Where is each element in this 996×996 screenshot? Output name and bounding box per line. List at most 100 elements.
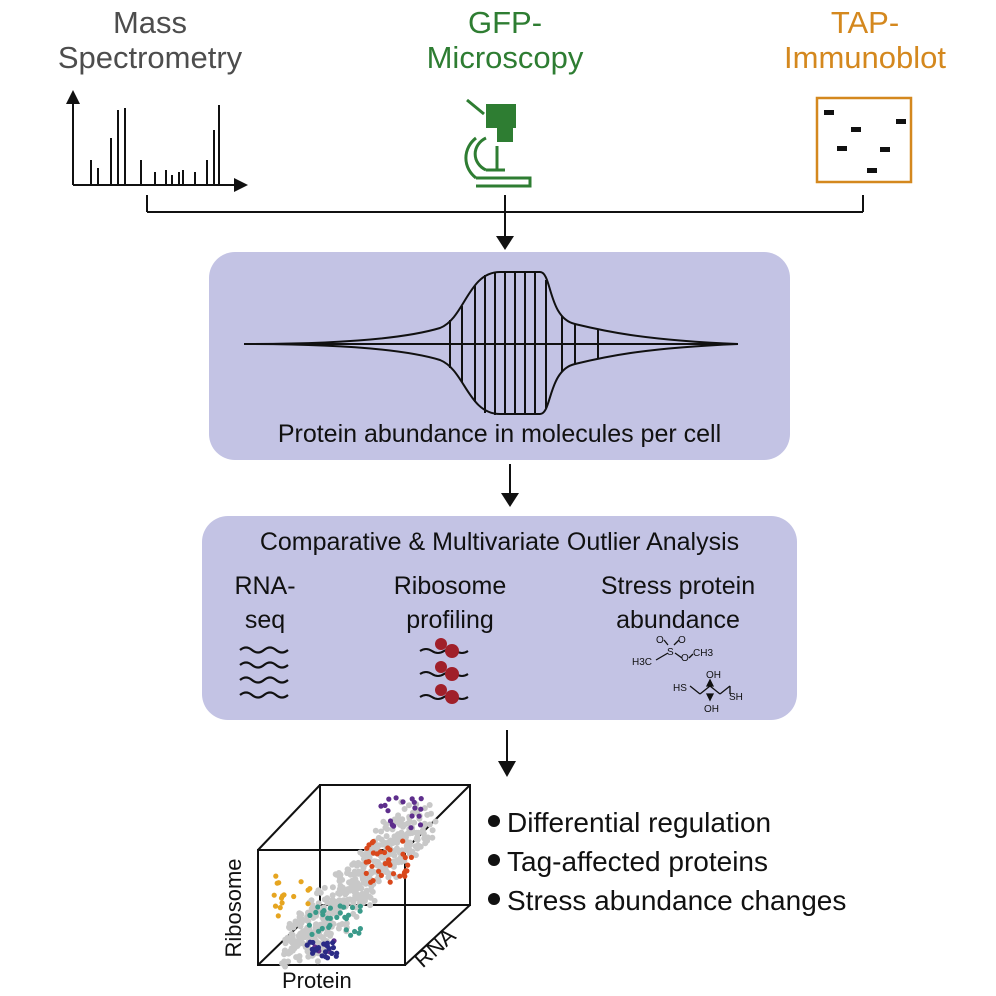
scatter-point (378, 836, 385, 843)
abundance-label: Protein abundance in molecules per cell (277, 420, 722, 448)
scatter-point (409, 813, 415, 819)
scatter-point (290, 943, 297, 950)
scatter-point (347, 896, 353, 903)
scatter-point (422, 840, 429, 847)
scatter-point (282, 940, 289, 947)
cube-x-label: Protein (282, 968, 352, 993)
scatter-point (376, 868, 382, 874)
scatter-point (323, 931, 330, 937)
tap-line1: TAP- (830, 5, 900, 40)
gfp-line2: Microscopy (426, 39, 584, 75)
scatter-point (324, 911, 331, 918)
scatter-point (348, 932, 354, 938)
chem-s: S (667, 647, 674, 658)
outcome-item: Tag-affected proteins (488, 842, 846, 881)
scatter-point (344, 869, 351, 876)
scatter-point (357, 903, 363, 909)
scatter-point (339, 888, 346, 895)
scatter-point (426, 821, 433, 828)
scatter-point (354, 895, 361, 902)
chem-oh-bottom: OH (704, 704, 719, 715)
scatter-point (363, 859, 369, 865)
scatter-point (284, 934, 291, 941)
scatter-point (298, 938, 305, 945)
scatter-point (313, 909, 319, 916)
scatter-point (407, 839, 413, 846)
chem-oh-top: OH (706, 670, 721, 681)
scatter-point (360, 865, 367, 871)
scatter-point (412, 852, 419, 859)
scatter-point (369, 863, 375, 869)
scatter-point (394, 845, 400, 852)
chem-o-left: O (656, 635, 664, 646)
scatter-point (352, 928, 358, 935)
scatter-point (319, 925, 325, 932)
scatter-point (322, 949, 329, 955)
scatter-point (394, 819, 401, 826)
analysis-title: Comparative & Multivariate Outlier Analy… (259, 528, 740, 556)
scatter-point (412, 805, 418, 811)
mass-spec-label: Mass Spectrometry (40, 5, 260, 75)
scatter-point (350, 910, 357, 917)
chem-o-mid: O (681, 653, 689, 664)
tap-line2: Immunoblot (784, 39, 946, 75)
arrow-to-analysis (501, 464, 519, 507)
scatter-point (347, 884, 354, 891)
scatter-point (315, 904, 321, 910)
scatter-point (385, 808, 391, 814)
scatter-point (329, 950, 335, 957)
scatter-point (324, 955, 331, 961)
scatter-point (326, 924, 332, 931)
scatter-point (417, 822, 424, 828)
scatter-point (275, 913, 281, 919)
scatter-point (296, 914, 303, 921)
scatter-point (276, 880, 282, 886)
scatter-point (273, 873, 279, 879)
scatter-point (395, 856, 402, 863)
ribosome-icon (419, 638, 469, 704)
scatter-point (356, 882, 363, 889)
scatter-point (399, 816, 406, 823)
scatter-point (357, 908, 363, 914)
scatter-point (298, 919, 305, 926)
scatter-point (281, 892, 287, 898)
scatter-point (401, 869, 408, 876)
scatter-point (359, 890, 366, 897)
scatter-point (405, 862, 411, 868)
ribosome-profiling-label: Ribosome profiling (370, 569, 530, 637)
scatter-point (386, 857, 392, 863)
scatter-point (298, 879, 304, 885)
immunoblot-icon (815, 96, 913, 184)
scatter-point (386, 796, 392, 802)
scatter-point (334, 950, 340, 956)
stress-line1: Stress protein (600, 572, 756, 600)
scatter-point (330, 940, 336, 946)
scatter-point (409, 796, 415, 802)
scatter-point (400, 799, 406, 805)
scatter-point (382, 861, 388, 867)
scatter-point (391, 852, 398, 859)
rnaseq-label: RNA- seq (205, 569, 325, 637)
scatter-point (424, 811, 431, 818)
scatter-point (339, 921, 346, 927)
scatter-point (291, 893, 297, 900)
scatter-point (337, 871, 344, 878)
scatter-point (343, 927, 349, 933)
scatter-point (426, 802, 433, 808)
scatter-point (305, 901, 311, 907)
scatter-point (329, 892, 336, 899)
scatter-point (282, 947, 288, 954)
scatter-point (372, 827, 379, 834)
scatter-point (324, 940, 330, 946)
scatter-point (429, 834, 436, 841)
scatter-point (370, 838, 376, 845)
outcome-list: Differential regulation Tag-affected pro… (488, 803, 846, 920)
scatter-point (320, 909, 326, 915)
scatter-point (374, 859, 381, 865)
scatter-point (296, 953, 303, 960)
chem-hs: HS (673, 683, 687, 694)
scatter-point (411, 819, 418, 826)
scatter-point (286, 920, 293, 927)
scatter-point (402, 834, 409, 841)
